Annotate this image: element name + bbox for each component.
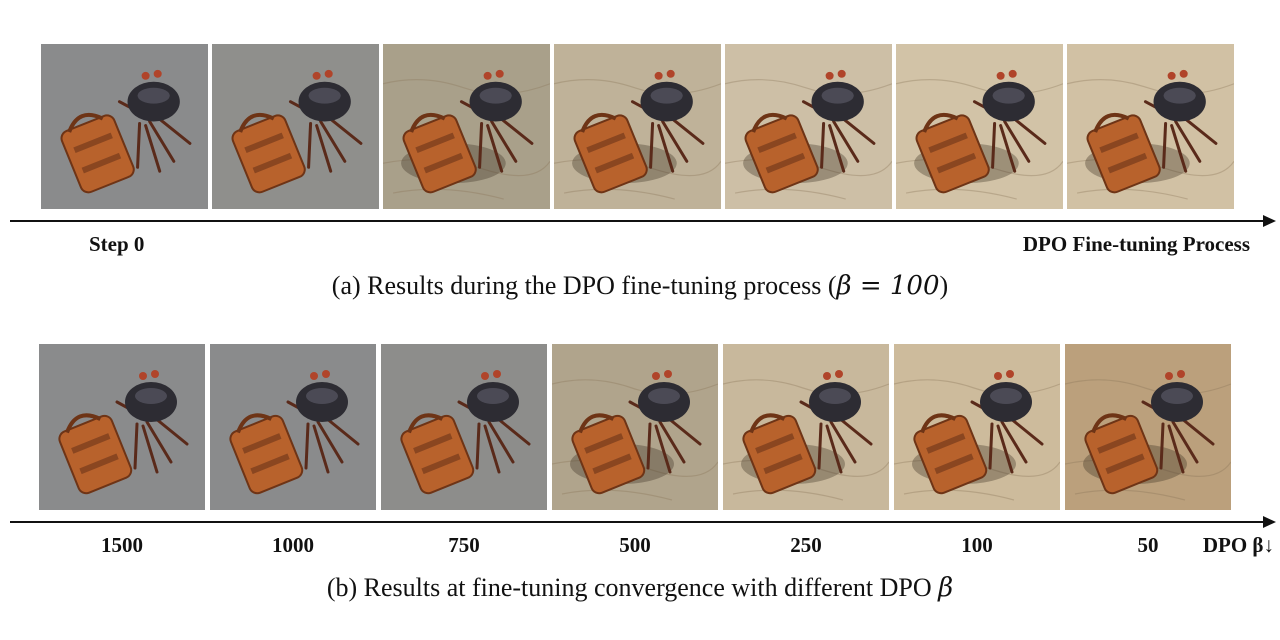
panel-a-caption-suffix: ) xyxy=(939,271,949,300)
panel-b-end-label: DPO β↓ xyxy=(1202,533,1274,557)
panel-b-tick-label: 750 xyxy=(448,533,480,557)
panel-b-tick-label: 50 xyxy=(1137,533,1159,557)
panel-a-start-label: Step 0 xyxy=(89,232,145,256)
panel-b-caption: (b) Results at fine-tuning convergence w… xyxy=(0,573,1280,603)
panel-b-caption-math: β xyxy=(938,573,954,603)
panel-b-tick-label: 100 xyxy=(961,533,993,557)
panel-a-image-4 xyxy=(554,44,721,209)
panel-a-axis-arrow xyxy=(10,215,1276,227)
panel-a-end-label: DPO Fine-tuning Process xyxy=(1022,232,1250,256)
panel-b-image-6 xyxy=(894,344,1060,510)
panel-a-image-1 xyxy=(41,44,208,209)
panel-b-caption-text: (b) Results at fine-tuning convergence w… xyxy=(326,573,939,602)
panel-b-axis-arrow xyxy=(10,516,1276,528)
panel-a-caption-math: β = 100 xyxy=(836,271,940,301)
panel-b-tick-label: 1000 xyxy=(272,533,314,557)
panel-b-image-4 xyxy=(552,344,718,510)
panel-a-image-3 xyxy=(383,44,550,209)
panel-b-image-2 xyxy=(210,344,376,510)
panel-b-tick-label: 250 xyxy=(790,533,822,557)
panel-b-image-3 xyxy=(381,344,547,510)
panel-b-tick-label: 1500 xyxy=(101,533,143,557)
panel-a-caption-text: (a) Results during the DPO fine-tuning p… xyxy=(331,271,837,300)
panel-a-image-7 xyxy=(1067,44,1234,209)
panel-a-image-2 xyxy=(212,44,379,209)
panel-a-image-6 xyxy=(896,44,1063,209)
panel-b-image-1 xyxy=(39,344,205,510)
panel-b-tick-label: 500 xyxy=(619,533,651,557)
panel-a-image-5 xyxy=(725,44,892,209)
panel-a-caption: (a) Results during the DPO fine-tuning p… xyxy=(0,271,1280,301)
panel-b-image-5 xyxy=(723,344,889,510)
panel-b-image-7 xyxy=(1065,344,1231,510)
